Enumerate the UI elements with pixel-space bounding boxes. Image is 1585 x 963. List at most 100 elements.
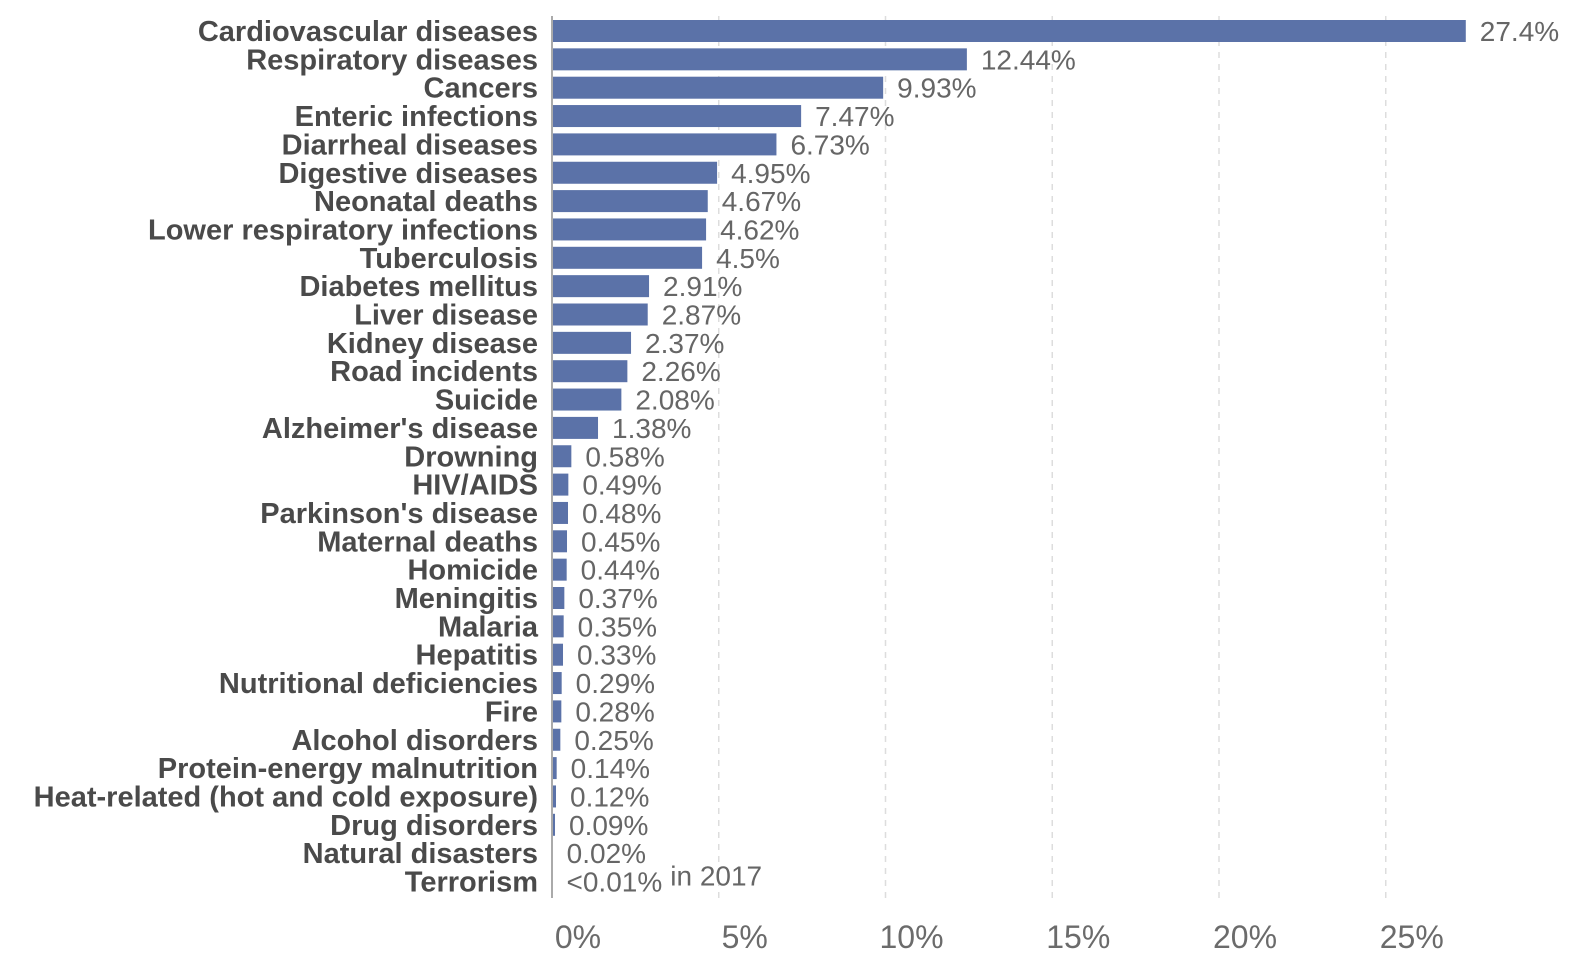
value-label: 1.38% (612, 413, 691, 444)
category-label: Drowning (404, 441, 538, 473)
value-label: 4.95% (731, 158, 810, 189)
category-label: Malaria (438, 611, 539, 643)
category-label: Homicide (407, 555, 538, 587)
value-label: 4.5% (716, 243, 780, 274)
bar (552, 48, 967, 71)
value-label: 2.91% (663, 271, 742, 302)
x-tick-label: 0% (555, 919, 601, 955)
value-label: 4.67% (722, 186, 801, 217)
bar (552, 530, 568, 553)
bar (552, 190, 708, 213)
value-label: 2.08% (635, 385, 714, 416)
bar (552, 785, 557, 808)
bar (552, 587, 565, 609)
bars (552, 20, 1466, 893)
category-label: Respiratory diseases (246, 44, 538, 76)
bar (552, 757, 557, 780)
value-label: 0.12% (570, 781, 649, 812)
value-label: 0.48% (582, 498, 661, 529)
x-tick-label: 5% (722, 919, 768, 955)
value-label: 0.02% (567, 838, 646, 869)
bar (552, 76, 884, 99)
category-label: Cancers (424, 73, 538, 105)
value-label: 0.28% (575, 696, 654, 727)
category-label: Protein-energy malnutrition (158, 753, 538, 785)
category-label: Digestive diseases (278, 158, 538, 190)
bar (552, 501, 569, 524)
value-label: 0.25% (574, 725, 653, 756)
bar (552, 275, 650, 298)
value-label: 0.44% (581, 555, 660, 586)
value-label: 0.33% (577, 640, 656, 671)
bar (552, 388, 622, 411)
bar (552, 105, 802, 128)
bar (552, 20, 1466, 42)
category-label: Alzheimer's disease (262, 413, 538, 445)
category-label: Enteric infections (295, 101, 538, 133)
category-label: HIV/AIDS (412, 470, 538, 502)
bar (552, 303, 648, 326)
x-tick-label: 15% (1046, 919, 1110, 955)
value-label: 0.09% (569, 810, 648, 841)
annotation: in 2017 (670, 861, 762, 892)
bar (552, 813, 556, 836)
category-label: Diabetes mellitus (299, 271, 538, 303)
bar (552, 672, 562, 695)
bar (552, 615, 564, 638)
gridlines (718, 16, 1387, 898)
category-label: Maternal deaths (317, 526, 538, 558)
value-label: 2.37% (645, 328, 724, 359)
value-label: 27.4% (1480, 16, 1559, 47)
value-label: 0.14% (571, 753, 650, 784)
value-label: 0.58% (585, 441, 664, 472)
category-label: Drug disorders (330, 810, 538, 842)
value-label: 2.26% (641, 356, 720, 387)
value-label: 0.37% (578, 583, 657, 614)
category-label: Tuberculosis (360, 243, 538, 275)
category-label: Alcohol disorders (291, 725, 538, 757)
value-label: 6.73% (790, 129, 869, 160)
category-label: Terrorism (405, 867, 538, 899)
bar (552, 331, 632, 354)
category-label: Kidney disease (327, 328, 538, 360)
category-label: Lower respiratory infections (148, 214, 538, 246)
labels: Cardiovascular diseases 27.4% Respiratory … (34, 16, 1560, 899)
category-label: Liver disease (354, 300, 538, 332)
bar (552, 360, 628, 383)
bar (552, 416, 599, 439)
value-label: 0.29% (576, 668, 655, 699)
bar (552, 161, 718, 184)
value-label: 2.87% (662, 300, 741, 331)
x-tick-label: 25% (1380, 919, 1444, 955)
bar (552, 643, 564, 666)
value-label: 9.93% (897, 73, 976, 104)
bar (552, 445, 572, 468)
x-tick-label: 20% (1213, 919, 1277, 955)
bar (552, 246, 703, 269)
category-label: Heat-related (hot and cold exposure) (34, 781, 538, 813)
category-label: Parkinson's disease (260, 498, 538, 530)
category-label: Suicide (435, 385, 538, 417)
x-tick-label: 10% (879, 919, 943, 955)
bar (552, 473, 569, 496)
category-label: Neonatal deaths (314, 186, 538, 218)
category-label: Natural disasters (303, 838, 538, 870)
bar (552, 558, 567, 581)
value-label: 4.62% (720, 214, 799, 245)
bar (552, 218, 707, 241)
category-label: Nutritional deficiencies (219, 668, 538, 700)
value-label: 12.44% (981, 44, 1076, 75)
bar (552, 728, 561, 751)
bar (552, 133, 777, 156)
axes: 0% 5% 10% 15% 20% 25% (551, 16, 1444, 955)
category-label: Fire (485, 696, 538, 728)
category-label: Road incidents (330, 356, 538, 388)
value-label: <0.01% (567, 867, 663, 898)
value-label: 0.45% (581, 526, 660, 557)
value-label: 0.35% (578, 611, 657, 642)
category-label: Cardiovascular diseases (198, 16, 538, 48)
category-label: Diarrheal diseases (282, 129, 538, 161)
category-label: Meningitis (395, 583, 538, 615)
